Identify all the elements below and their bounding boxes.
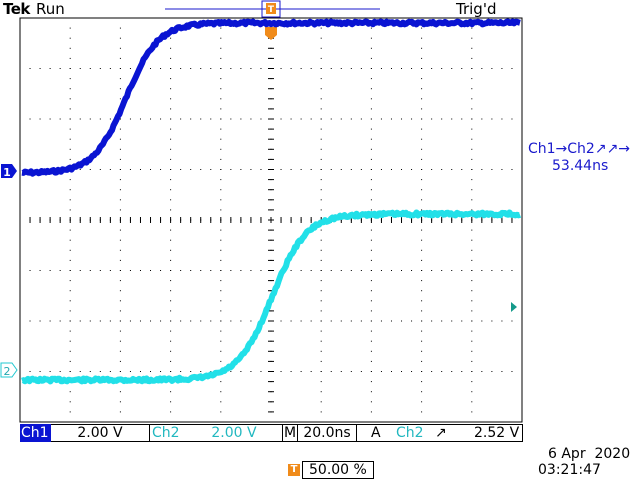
trigger-status: Trig'd	[456, 0, 497, 18]
trigger-slope-icon: ↗	[435, 425, 447, 441]
ch2-scale[interactable]: 2.00 V	[186, 424, 282, 442]
date: 6 Apr 2020	[548, 446, 631, 462]
measurement-value: 53.44ns	[552, 158, 609, 174]
trigger-position-readout[interactable]: T 50.00 %	[288, 461, 374, 479]
ch1-waveform	[20, 18, 522, 177]
measurement-label: Ch1→Ch2↗↗→	[528, 141, 631, 157]
timebase-value[interactable]: 20.0ns	[297, 424, 357, 442]
ch1-label[interactable]: Ch1	[20, 424, 51, 442]
trigger-info[interactable]	[357, 424, 522, 442]
graticule-grid	[19, 17, 523, 423]
run-state: Run	[36, 0, 65, 18]
trigger-level: 2.52 V	[474, 425, 520, 441]
ch1-ground-marker[interactable]: 1	[1, 164, 17, 179]
svg-text:2: 2	[4, 365, 11, 378]
record-view-window	[261, 0, 281, 18]
svg-text:1: 1	[3, 166, 11, 179]
ch1-scale[interactable]: 2.00 V	[51, 424, 149, 442]
trigger-level-marker[interactable]	[511, 302, 517, 312]
ch2-waveform	[20, 209, 522, 385]
trigger-time-marker	[265, 27, 277, 40]
trigger-mode: A	[371, 425, 381, 441]
trigger-position-icon: T	[288, 464, 300, 476]
trigger-position-value: 50.00 %	[302, 461, 374, 479]
trigger-position-marker[interactable]: T	[266, 3, 276, 15]
time: 03:21:47	[538, 462, 601, 478]
ch2-ground-marker[interactable]: 2	[0, 362, 18, 378]
brand-logo: Tek	[3, 0, 30, 18]
timebase-prefix: M	[283, 424, 297, 442]
ch2-label[interactable]: Ch2	[150, 424, 186, 442]
svg-text:T: T	[268, 5, 275, 15]
trigger-source: Ch2	[396, 425, 424, 441]
